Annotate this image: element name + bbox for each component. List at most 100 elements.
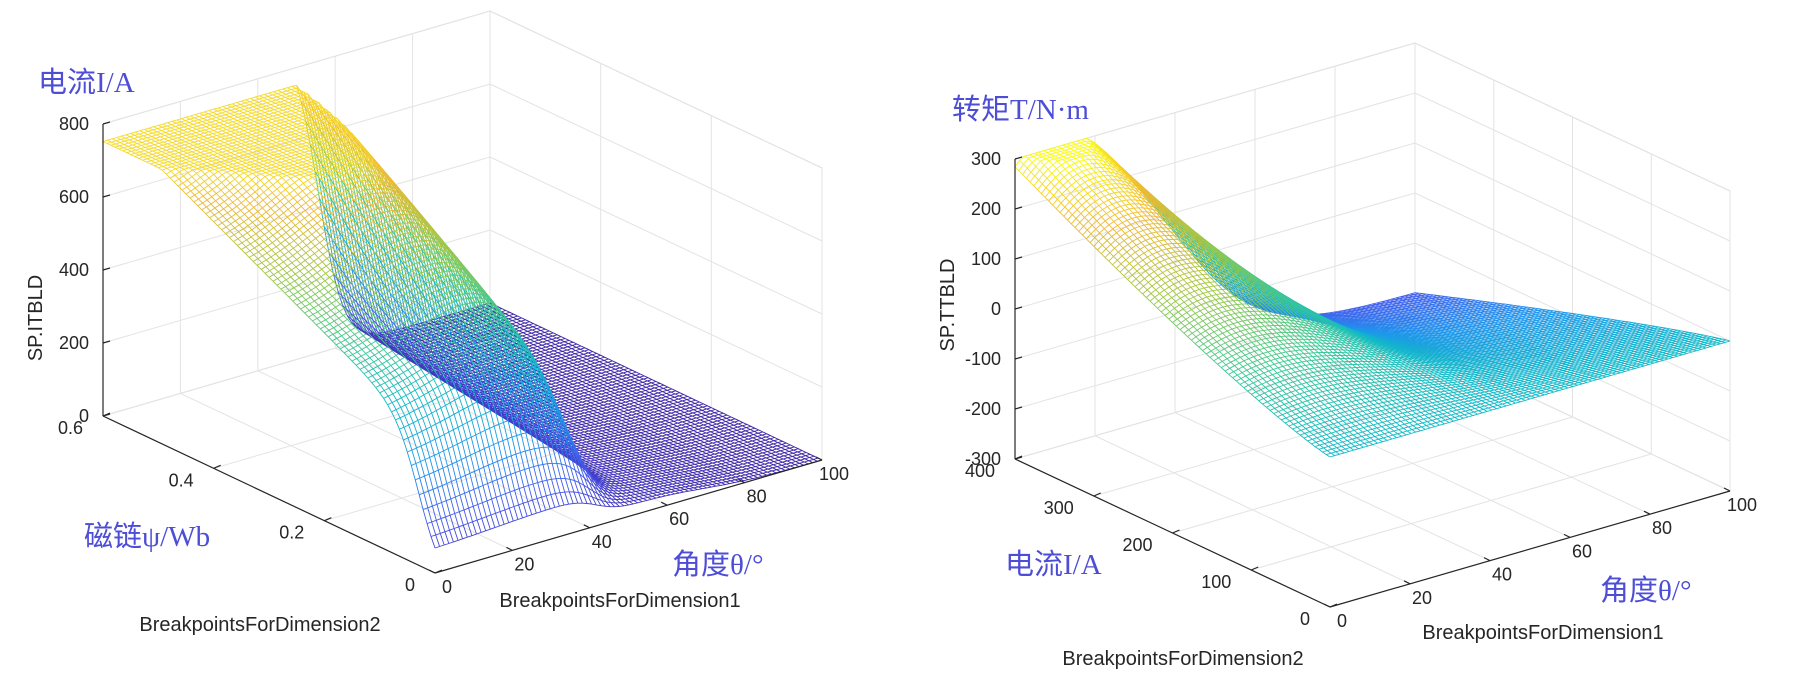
current-mesh-seg xyxy=(106,141,112,144)
current-mesh-seg xyxy=(602,365,608,368)
current-mesh-seg xyxy=(588,392,593,396)
current-mesh-seg xyxy=(247,109,253,112)
current-mesh-seg xyxy=(569,356,575,359)
current-mesh-seg xyxy=(242,135,248,138)
current-mesh-seg xyxy=(563,343,569,346)
current-mesh-seg xyxy=(642,380,648,383)
current-mesh-seg xyxy=(173,155,179,158)
current-mesh-seg xyxy=(702,405,708,408)
current-mesh-seg xyxy=(216,133,222,136)
current-mesh-seg xyxy=(673,419,679,422)
current-mesh-seg xyxy=(555,363,561,366)
current-mesh-seg xyxy=(185,115,191,118)
current-mesh-seg xyxy=(557,350,563,354)
current-mesh-seg xyxy=(586,402,591,405)
chart-current-surface xyxy=(102,84,823,549)
current-mesh-seg xyxy=(185,139,191,143)
current-mesh-seg xyxy=(641,386,647,390)
current-mesh-seg xyxy=(522,330,528,334)
current-mesh-seg xyxy=(148,129,154,132)
current-mesh-seg xyxy=(564,357,570,361)
current-mesh-seg xyxy=(600,395,606,398)
current-mesh-seg xyxy=(641,407,647,410)
current-grid-z xyxy=(102,229,823,388)
current-mesh-seg xyxy=(276,116,282,119)
current-mesh-seg xyxy=(309,127,315,152)
current-mesh-seg xyxy=(197,145,202,148)
current-mesh-seg xyxy=(578,353,584,357)
current-mesh-seg xyxy=(352,298,359,313)
current-mesh-seg xyxy=(277,112,283,116)
current-mesh-seg xyxy=(559,341,565,344)
current-mesh-seg xyxy=(231,144,237,147)
current-mesh-seg xyxy=(605,394,611,397)
current-mesh-seg xyxy=(170,125,176,129)
current-mesh-seg xyxy=(643,398,649,401)
current-mesh-seg xyxy=(140,146,146,150)
current-mesh-seg xyxy=(647,417,653,420)
current-mesh-seg xyxy=(276,95,282,98)
current-mesh-seg xyxy=(205,146,211,149)
current-mesh-seg xyxy=(612,421,618,424)
current-mesh-seg xyxy=(264,113,270,117)
current-mesh-seg xyxy=(591,397,597,401)
current-mesh-seg xyxy=(273,107,279,111)
current-mesh-seg xyxy=(366,275,373,297)
current-mesh-seg xyxy=(667,406,673,409)
current-mesh-seg xyxy=(574,372,580,376)
current-mesh-seg xyxy=(242,114,248,117)
current-mesh-seg xyxy=(279,100,285,103)
current-mesh-seg xyxy=(465,335,471,338)
current-mesh-seg xyxy=(263,117,269,120)
current-mesh-seg xyxy=(187,148,193,151)
current-mesh-seg xyxy=(245,140,251,143)
current-mesh-seg xyxy=(636,412,642,415)
current-mesh-seg xyxy=(685,404,691,407)
current-mesh-seg xyxy=(225,130,231,134)
current-mesh-seg xyxy=(172,161,177,165)
current-mesh-seg xyxy=(607,381,613,384)
current-mesh-seg xyxy=(352,199,359,226)
current-mesh-seg xyxy=(617,396,623,399)
current-mesh-seg xyxy=(673,422,678,425)
current-mesh-seg xyxy=(236,100,242,103)
current-mesh-seg xyxy=(524,342,530,345)
current-mesh-seg xyxy=(123,145,129,149)
current-mesh-seg xyxy=(180,141,186,144)
current-mesh-seg xyxy=(632,389,638,392)
current-mesh-seg xyxy=(618,369,624,372)
current-mesh-seg xyxy=(582,355,588,358)
current-mesh-seg xyxy=(566,393,572,396)
current-mesh-seg xyxy=(190,135,196,138)
current-mesh-seg xyxy=(630,399,636,402)
current-mesh-seg xyxy=(229,114,235,118)
current-mesh-seg xyxy=(142,137,148,140)
current-mesh-seg xyxy=(240,102,246,105)
current-mesh-seg xyxy=(595,399,601,402)
current-mesh-seg xyxy=(326,212,333,240)
current-mesh-seg xyxy=(553,373,559,376)
current-mesh-seg xyxy=(551,361,557,364)
current-mesh-seg xyxy=(287,103,293,107)
current-mesh-seg xyxy=(545,345,551,348)
current-mesh-seg xyxy=(295,107,301,110)
current-mesh-seg xyxy=(348,175,354,200)
current-mesh-seg xyxy=(333,185,340,212)
current-mesh-seg xyxy=(306,119,312,122)
current-mesh-seg xyxy=(672,405,678,408)
current-mesh-seg xyxy=(249,121,255,124)
current-mesh-seg xyxy=(320,112,326,115)
current-mesh-seg xyxy=(223,143,229,147)
current-mesh-seg xyxy=(694,401,700,404)
current-mesh-seg xyxy=(651,419,657,422)
current-mesh-seg xyxy=(241,99,246,102)
current-mesh-seg xyxy=(143,134,148,137)
current-mesh-seg xyxy=(252,129,258,132)
current-mesh-seg xyxy=(607,360,613,363)
current-mesh-seg xyxy=(311,115,317,118)
current-mesh-seg xyxy=(160,135,166,138)
current-mesh-seg xyxy=(169,153,175,156)
current-mesh-seg xyxy=(215,140,221,143)
current-mesh-seg xyxy=(616,382,622,385)
current-mesh-seg xyxy=(243,110,248,114)
